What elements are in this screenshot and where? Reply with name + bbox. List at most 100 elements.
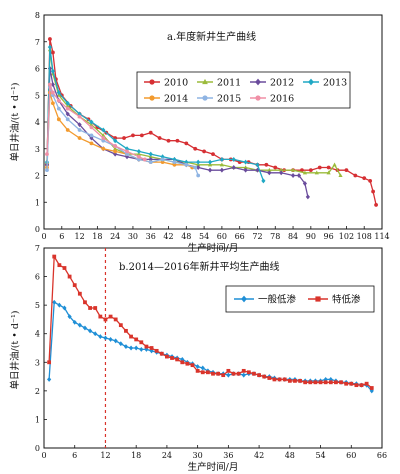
chart-a-data-point <box>122 136 126 140</box>
chart-b-data-point <box>195 368 200 373</box>
chart-a-legend-marker <box>308 78 314 86</box>
chart-a-data-point <box>89 119 94 125</box>
chart-b-ytick-label: 2 <box>35 387 40 396</box>
chart-b-data-point <box>149 346 154 350</box>
chart-b-data-point <box>77 291 82 296</box>
chart-b-data-point <box>180 360 185 365</box>
chart-a-data-point <box>50 101 55 106</box>
chart-a-data-point <box>211 152 215 157</box>
chart-b-data-point <box>246 370 251 375</box>
chart-a-data-point <box>308 168 313 173</box>
chart-b-data-point <box>98 334 103 340</box>
chart-a-title: a.年度新井生产曲线 <box>167 30 256 43</box>
chart-a-data-point <box>50 50 55 55</box>
chart-a-xtick-label: 90 <box>306 232 316 241</box>
chart-a-data-point <box>314 170 319 175</box>
chart-b-data-point <box>123 344 129 350</box>
chart-a-ytick-label: 2 <box>35 172 40 181</box>
chart-b-data-point <box>113 338 118 344</box>
chart-a-data-point <box>172 162 177 167</box>
chart-a-legend-marker <box>255 95 261 101</box>
chart-a-data-point <box>101 133 106 137</box>
chart-b-data-point <box>47 360 52 365</box>
chart-b-data-point <box>226 368 231 373</box>
chart-a-legend-marker <box>202 95 208 101</box>
chart-a-legend-item: 2012 <box>250 78 294 89</box>
chart-a-data-point <box>166 138 171 143</box>
chart-a-legend-marker <box>149 95 155 101</box>
chart-a-legend-item: 2013 <box>303 78 347 89</box>
chart-b-data-point <box>57 263 62 268</box>
chart-b-data-point <box>267 376 272 380</box>
chart-a-legend-box <box>136 71 351 109</box>
chart-b-data-point <box>334 380 338 385</box>
chart-a-series-line <box>46 49 342 176</box>
chart-b-data-point <box>93 306 98 310</box>
chart-b-xtick-label: 24 <box>162 451 172 460</box>
chart-b-xtick-label: 48 <box>285 451 295 460</box>
chart-b-xtick-label: 18 <box>131 451 141 460</box>
chart-b-data-point <box>216 371 221 376</box>
chart-a-xtick-label: 0 <box>41 232 46 241</box>
chart-a-data-point <box>371 189 376 194</box>
chart-a-series-2013 <box>44 44 266 184</box>
chart-a-xtick-label: 6 <box>59 232 64 241</box>
chart-b-data-point <box>354 383 359 388</box>
chart-b-data-point <box>369 386 374 390</box>
chart-b-series-line <box>48 254 373 389</box>
chart-b-xtick-label: 54 <box>315 451 325 460</box>
chart-a-data-point <box>148 151 153 157</box>
chart-a-data-point <box>267 167 272 172</box>
chart-b-data-point <box>154 348 159 353</box>
chart-a-data-point <box>193 146 198 151</box>
chart-b-data-point <box>221 373 226 378</box>
chart-a-xtick-label: 102 <box>339 232 354 241</box>
chart-a-ticks: 0 6 12 18 24 30 36 42 48 54 60 66 72 78 84 90 96 102 108 11… <box>35 11 390 241</box>
chart-b-data-point <box>323 376 328 382</box>
chart-a-data-point <box>47 44 53 50</box>
chart-b-data-point <box>318 380 323 385</box>
chart-b-data-point <box>159 351 164 356</box>
chart-b-data-point <box>252 371 256 376</box>
chart-a-data-point <box>332 162 337 167</box>
chart-a-data-point <box>131 133 135 138</box>
chart-b-series <box>47 254 374 394</box>
chart-a-data-point <box>45 168 49 173</box>
chart-b-ytick-label: 7 <box>35 244 40 253</box>
chart-a-plot-frame <box>43 14 383 230</box>
chart-a-data-point <box>219 162 224 167</box>
chart-a-data-point <box>56 106 61 111</box>
chart-a-data-point <box>193 165 198 170</box>
chart-b-data-point <box>175 357 180 362</box>
chart-a-legend-marker <box>255 78 261 86</box>
chart-a-data-point <box>353 173 358 178</box>
chart-b-data-point <box>241 368 246 373</box>
chart-b-data-point <box>190 363 195 368</box>
chart-a-series-2011 <box>44 47 343 178</box>
chart-b-data-point <box>349 381 354 386</box>
chart-a-legend-item: 2014 <box>144 94 188 105</box>
chart-a-xtick-label: 18 <box>92 232 102 241</box>
chart-a-data-point <box>160 157 165 162</box>
chart-a-xtick-label: 72 <box>252 232 262 241</box>
chart-a-xtick-label: 42 <box>163 232 173 241</box>
chart-b-series-line <box>48 301 373 392</box>
chart-a-xtick-label: 108 <box>357 232 372 241</box>
chart-b-data-point <box>62 266 67 270</box>
chart-b-data-point <box>98 314 103 319</box>
chart-b-data-point <box>195 364 200 370</box>
chart-a-data-point <box>290 173 296 178</box>
chart-b-legend-marker <box>241 295 247 303</box>
chart-a-series-line <box>46 38 377 206</box>
chart-b-data-point <box>118 323 123 328</box>
chart-b-data-point <box>165 354 169 359</box>
chart-b-data-point <box>277 377 282 382</box>
chart-b-legend-label: 一般低渗 <box>258 294 297 306</box>
chart-a-data-point <box>50 68 55 74</box>
chart-a-data-point <box>243 159 248 165</box>
chart-a-data-point <box>101 146 106 151</box>
chart-a-data-point <box>113 144 118 148</box>
chart-a-data-point <box>148 130 153 135</box>
chart-a-legend-item: 2011 <box>197 78 241 89</box>
